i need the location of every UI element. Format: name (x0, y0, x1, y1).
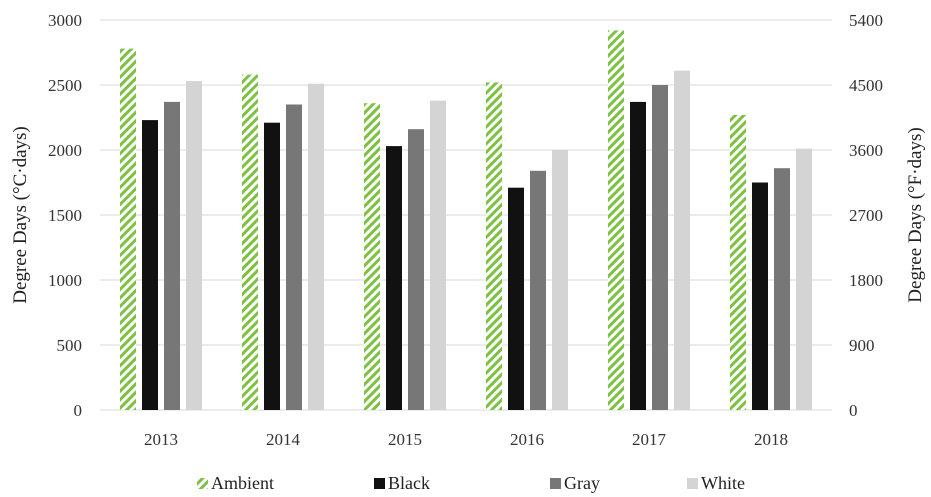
bar-gray-2013 (164, 101, 180, 411)
x-tick-label: 2013 (144, 430, 178, 449)
bar-gray-2017 (652, 85, 668, 410)
legend-label-gray: Gray (564, 473, 600, 493)
legend-swatch-ambient (197, 478, 208, 489)
left-tick-label: 2000 (48, 141, 82, 160)
bar-ambient-2014 (242, 74, 258, 410)
left-tick-label: 1000 (48, 271, 82, 290)
left-tick-label: 3000 (48, 11, 82, 30)
x-tick-label: 2018 (754, 430, 788, 449)
bar-gray-2018 (774, 168, 790, 410)
legend: Ambient Black Gray White (197, 473, 745, 493)
right-tick-label: 5400 (849, 11, 883, 30)
bar-black-2015 (386, 146, 402, 410)
bar-ambient-2018 (730, 114, 746, 411)
x-tick-label: 2014 (266, 430, 301, 449)
bar-white-2015 (430, 100, 446, 410)
bar-gray-2016 (530, 170, 546, 410)
left-tick-label: 500 (57, 336, 83, 355)
legend-swatch-black (374, 478, 385, 489)
bar-ambient-2013 (120, 48, 136, 410)
right-tick-label: 900 (849, 336, 875, 355)
right-tick-label: 0 (849, 401, 858, 420)
bar-black-2017 (630, 101, 646, 411)
right-tick-label: 2700 (849, 206, 883, 225)
bar-white-2016 (552, 150, 568, 410)
right-axis-title: Degree Days (°F·days) (905, 127, 926, 302)
bars (120, 30, 812, 411)
legend-swatch-gray (550, 478, 561, 489)
bar-white-2017 (674, 70, 690, 410)
bar-black-2014 (264, 122, 280, 410)
right-tick-label: 4500 (849, 76, 883, 95)
bar-white-2014 (308, 83, 324, 410)
bar-gray-2014 (286, 104, 302, 410)
right-axis-ticks: 0 900 1800 2700 3600 4500 5400 (849, 11, 883, 420)
x-tick-label: 2016 (510, 430, 544, 449)
left-tick-label: 2500 (48, 76, 82, 95)
bar-black-2013 (142, 120, 158, 410)
left-tick-label: 0 (74, 401, 83, 420)
legend-swatch-white (687, 478, 698, 489)
bar-black-2016 (508, 187, 524, 410)
bar-white-2013 (186, 81, 202, 410)
bar-ambient-2017 (608, 30, 624, 411)
x-tick-label: 2017 (632, 430, 667, 449)
right-tick-label: 3600 (849, 141, 883, 160)
x-axis-ticks: 2013 2014 2015 2016 2017 2018 (144, 430, 788, 449)
legend-label-ambient: Ambient (211, 473, 274, 493)
left-axis-title: Degree Days (°C·days) (10, 126, 31, 303)
legend-label-black: Black (388, 473, 430, 493)
legend-label-white: White (701, 473, 745, 493)
bar-black-2018 (752, 182, 768, 410)
bar-ambient-2015 (364, 103, 380, 410)
x-tick-label: 2015 (388, 430, 422, 449)
bar-white-2018 (796, 148, 812, 410)
bar-ambient-2016 (486, 82, 502, 411)
left-tick-label: 1500 (48, 206, 82, 225)
right-tick-label: 1800 (849, 271, 883, 290)
bar-gray-2015 (408, 129, 424, 410)
gridlines (100, 19, 832, 411)
left-axis-ticks: 0 500 1000 1500 2000 2500 3000 (48, 11, 82, 420)
